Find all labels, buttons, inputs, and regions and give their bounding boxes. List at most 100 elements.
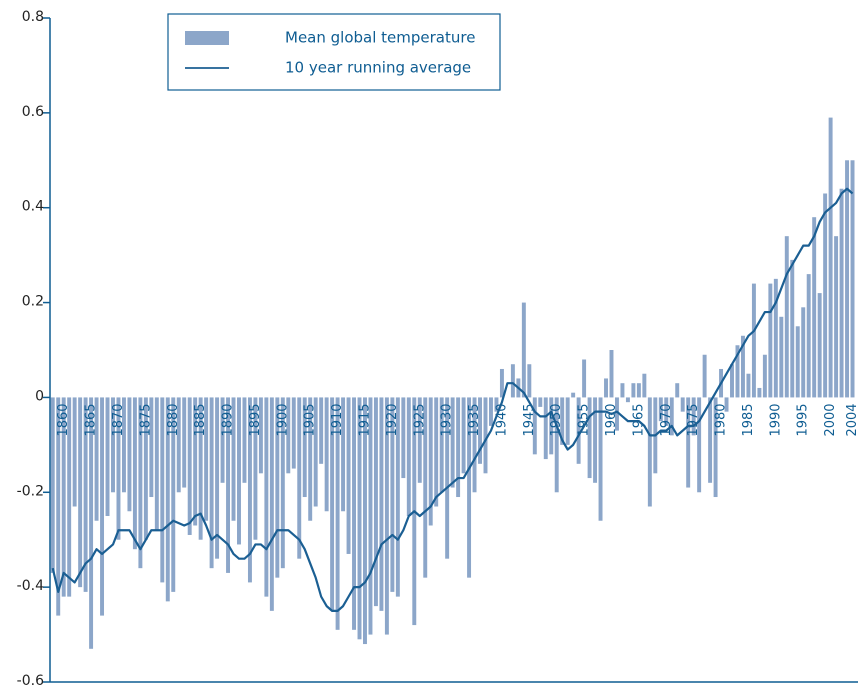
legend-swatch (185, 31, 229, 45)
bar (599, 397, 603, 520)
bar (790, 260, 794, 398)
x-tick-label: 1900 (275, 403, 290, 436)
bar (637, 383, 641, 397)
bar (604, 378, 608, 397)
bar (648, 397, 652, 506)
bar (527, 364, 531, 397)
bar (796, 326, 800, 397)
bar (823, 193, 827, 397)
x-tick-label: 1925 (412, 403, 427, 436)
bar (237, 397, 241, 544)
bar (78, 397, 82, 587)
x-tick-label: 1890 (221, 403, 236, 436)
legend-label: Mean global temperature (285, 29, 475, 47)
bar (757, 388, 761, 397)
x-tick-label: 1875 (138, 403, 153, 436)
bar (106, 397, 110, 516)
x-tick-label: 1940 (494, 403, 509, 436)
bar (582, 359, 586, 397)
bar (456, 397, 460, 497)
bar (511, 364, 515, 397)
bar (620, 383, 624, 397)
bar (642, 374, 646, 398)
bar (264, 397, 268, 596)
bar (347, 397, 351, 554)
bar (538, 397, 542, 406)
bar (407, 397, 411, 516)
bar (801, 307, 805, 397)
bar (818, 293, 822, 397)
bar (829, 118, 833, 398)
bar (484, 397, 488, 473)
x-tick-label: 1995 (796, 403, 811, 436)
x-tick-label: 1965 (631, 403, 646, 436)
x-tick-label: 1885 (193, 403, 208, 436)
bar (631, 383, 635, 397)
bar (242, 397, 246, 482)
bar (325, 397, 329, 511)
bar (566, 397, 570, 444)
y-tick-label: 0.2 (22, 294, 44, 310)
bar (297, 397, 301, 558)
bar (812, 217, 816, 397)
y-tick-label: 0.4 (22, 199, 44, 215)
y-tick-label: -0.6 (17, 673, 44, 689)
bar (807, 274, 811, 397)
x-tick-label: 1950 (549, 403, 564, 436)
bar (462, 397, 466, 473)
bar (845, 160, 849, 397)
bar (851, 160, 855, 397)
bar (182, 397, 186, 487)
bar (401, 397, 405, 478)
legend-box (168, 14, 500, 90)
bar (675, 383, 679, 397)
x-tick-label: 1930 (440, 403, 455, 436)
bar (292, 397, 296, 468)
bar (571, 393, 575, 398)
x-tick-label: 1895 (248, 403, 263, 436)
bar (779, 317, 783, 398)
bar (489, 397, 493, 425)
bar (379, 397, 383, 610)
bar (768, 284, 772, 398)
x-tick-label: 1860 (56, 403, 71, 436)
bar (681, 397, 685, 411)
bar (703, 355, 707, 398)
x-tick-label: 1865 (84, 403, 99, 436)
y-tick-label: -0.2 (17, 483, 44, 499)
bar (500, 369, 504, 397)
bar (752, 284, 756, 398)
x-tick-label: 1880 (166, 403, 181, 436)
x-tick-label: 2000 (823, 403, 838, 436)
bar (133, 397, 137, 549)
bar (319, 397, 323, 463)
x-tick-label: 1980 (714, 403, 729, 436)
bar (374, 397, 378, 606)
bar (544, 397, 548, 459)
bar (100, 397, 104, 615)
legend-label: 10 year running average (285, 59, 471, 77)
bar (840, 189, 844, 398)
x-tick-label: 1955 (577, 403, 592, 436)
y-tick-label: 0.8 (22, 9, 44, 25)
bar (127, 397, 131, 511)
bar (270, 397, 274, 610)
x-tick-label: 1920 (385, 403, 400, 436)
x-tick-label: 1905 (303, 403, 318, 436)
bar (73, 397, 77, 506)
bar (210, 397, 214, 568)
y-tick-label: 0.6 (22, 104, 44, 120)
x-tick-label: 1985 (741, 403, 756, 436)
bar (746, 374, 750, 398)
bar (522, 303, 526, 398)
bar (434, 397, 438, 506)
x-tick-label: 1935 (467, 403, 482, 436)
x-tick-label: 2004 (845, 403, 860, 436)
bar (834, 236, 838, 397)
bar (730, 364, 734, 397)
y-tick-label: -0.4 (17, 578, 44, 594)
x-tick-label: 1990 (768, 403, 783, 436)
bar (352, 397, 356, 629)
x-tick-label: 1910 (330, 403, 345, 436)
